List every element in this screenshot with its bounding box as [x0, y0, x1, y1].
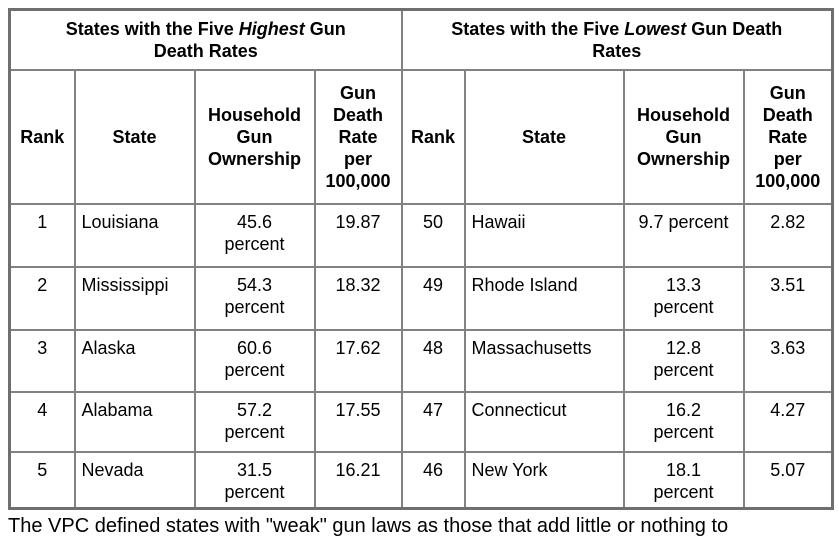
- gun-death-rates-table: States with the Five Highest Gun Death R…: [8, 8, 835, 510]
- rank-cell: 2: [8, 265, 76, 331]
- col-header-ownership-left: Household Gun Ownership: [193, 68, 316, 205]
- table-row: 3 Alaska 60.6 percent 17.62 48 Massachus…: [8, 328, 834, 393]
- state-cell: Louisiana: [73, 202, 196, 268]
- rate-cell: 16.21: [313, 450, 403, 510]
- ownership-cell: 12.8 percent: [622, 328, 745, 393]
- rank-cell: 50: [400, 202, 466, 268]
- table-row: 1 Louisiana 45.6 percent 19.87 50 Hawaii…: [8, 202, 834, 268]
- col-header-rate-left: Gun Death Rate per 100,000: [313, 68, 403, 205]
- table-row: 5 Nevada 31.5 percent 16.21 46 New York …: [8, 450, 834, 510]
- ownership-cell: 9.7 percent: [622, 202, 745, 268]
- title-emphasis: Lowest: [624, 18, 687, 39]
- col-header-rank-right: Rank: [400, 68, 466, 205]
- title-suffix: Gun Death Rates: [153, 18, 346, 61]
- table-row: 2 Mississippi 54.3 percent 18.32 49 Rhod…: [8, 265, 834, 331]
- state-cell: Massachusetts: [463, 328, 625, 393]
- rank-cell: 49: [400, 265, 466, 331]
- highest-section-title: States with the Five Highest Gun Death R…: [8, 8, 403, 71]
- rate-cell: 4.27: [742, 390, 834, 453]
- rate-cell: 3.51: [742, 265, 834, 331]
- rank-cell: 3: [8, 328, 76, 393]
- rate-cell: 5.07: [742, 450, 834, 510]
- rate-cell: 2.82: [742, 202, 834, 268]
- ownership-cell: 16.2 percent: [622, 390, 745, 453]
- state-cell: Alaska: [73, 328, 196, 393]
- ownership-cell: 54.3 percent: [193, 265, 316, 331]
- ownership-cell: 13.3 percent: [622, 265, 745, 331]
- rank-cell: 46: [400, 450, 466, 510]
- title-suffix: Gun Death Rates: [592, 18, 783, 61]
- ownership-cell: 60.6 percent: [193, 328, 316, 393]
- table-row: 4 Alabama 57.2 percent 17.55 47 Connecti…: [8, 390, 834, 453]
- rate-cell: 18.32: [313, 265, 403, 331]
- column-header-row: Rank State Household Gun Ownership Gun D…: [8, 68, 834, 205]
- rank-cell: 4: [8, 390, 76, 453]
- col-header-ownership-right: Household Gun Ownership: [622, 68, 745, 205]
- rank-cell: 48: [400, 328, 466, 393]
- state-cell: Mississippi: [73, 265, 196, 331]
- col-header-state-left: State: [73, 68, 196, 205]
- title-prefix: States with the Five: [65, 18, 239, 39]
- state-cell: Nevada: [73, 450, 196, 510]
- rank-cell: 47: [400, 390, 466, 453]
- state-cell: Rhode Island: [463, 265, 625, 331]
- ownership-cell: 18.1 percent: [622, 450, 745, 510]
- rate-cell: 19.87: [313, 202, 403, 268]
- rank-cell: 1: [8, 202, 76, 268]
- state-cell: Hawaii: [463, 202, 625, 268]
- state-cell: Connecticut: [463, 390, 625, 453]
- ownership-cell: 45.6 percent: [193, 202, 316, 268]
- lowest-section-title: States with the Five Lowest Gun Death Ra…: [400, 8, 834, 71]
- ownership-cell: 31.5 percent: [193, 450, 316, 510]
- title-emphasis: Highest: [238, 18, 305, 39]
- title-prefix: States with the Five: [451, 18, 625, 39]
- rate-cell: 17.55: [313, 390, 403, 453]
- rate-cell: 17.62: [313, 328, 403, 393]
- col-header-rate-right: Gun Death Rate per 100,000: [742, 68, 834, 205]
- col-header-state-right: State: [463, 68, 625, 205]
- col-header-rank-left: Rank: [8, 68, 76, 205]
- rate-cell: 3.63: [742, 328, 834, 393]
- section-title-row: States with the Five Highest Gun Death R…: [8, 8, 834, 71]
- rank-cell: 5: [8, 450, 76, 510]
- ownership-cell: 57.2 percent: [193, 390, 316, 453]
- state-cell: New York: [463, 450, 625, 510]
- state-cell: Alabama: [73, 390, 196, 453]
